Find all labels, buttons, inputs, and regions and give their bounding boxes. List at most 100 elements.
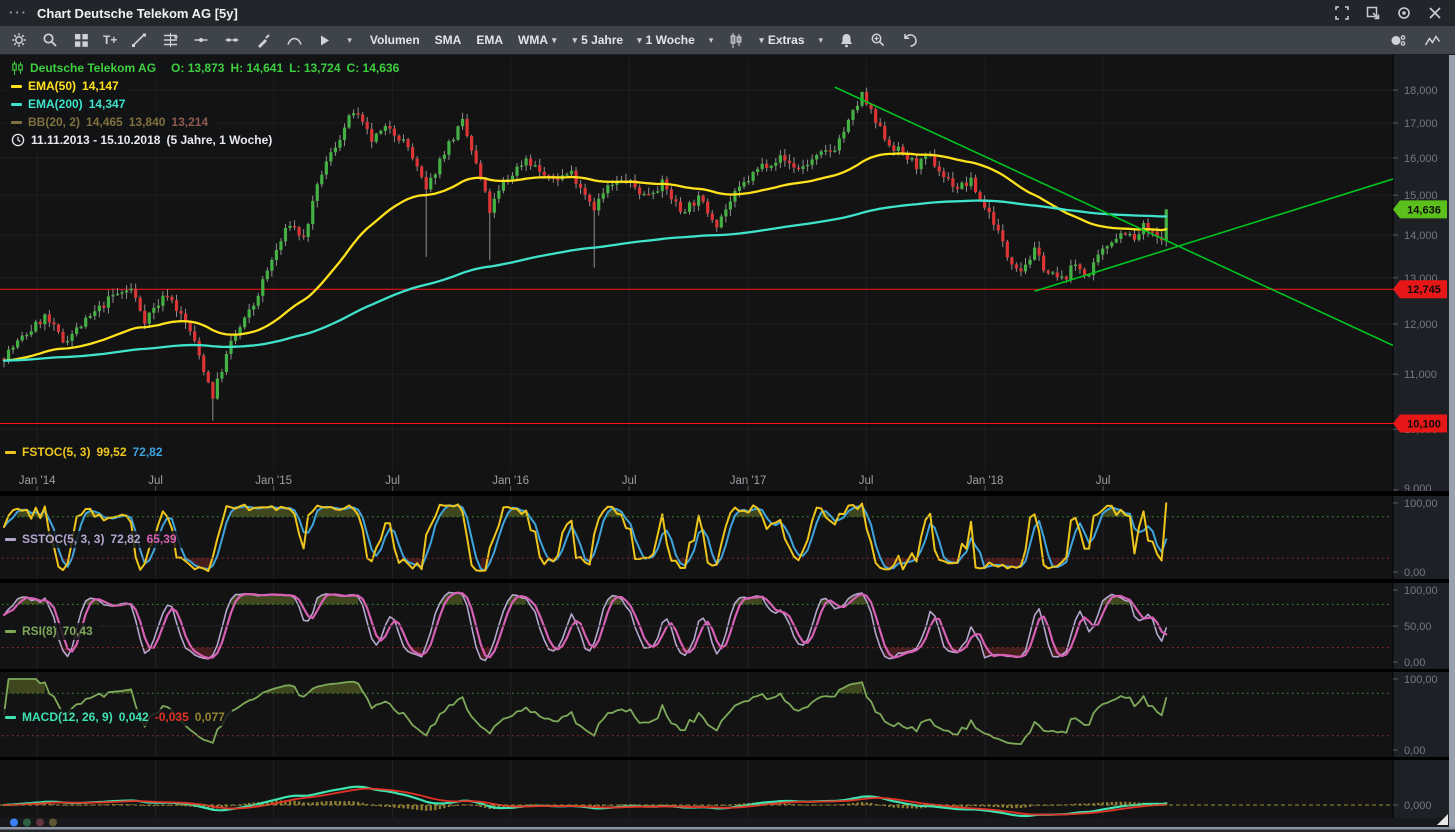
- open-value: 13,873: [187, 61, 225, 75]
- brush-tool-icon[interactable]: [254, 31, 272, 49]
- bb-lower-value: 13,214: [171, 115, 209, 129]
- svg-text:Jul: Jul: [148, 475, 163, 487]
- price-legend: Deutsche Telekom AG O: 13,873 H: 14,641 …: [6, 60, 407, 149]
- panel-dot-3[interactable]: [49, 818, 57, 827]
- svg-text:18,000: 18,000: [1404, 85, 1438, 97]
- alert-bell-icon[interactable]: [837, 31, 855, 49]
- candlestick-legend-icon: [12, 61, 23, 75]
- bubbles-mode-icon[interactable]: [1389, 31, 1407, 49]
- candlestick-style-icon[interactable]: [727, 31, 745, 49]
- svg-text:12,000: 12,000: [1404, 319, 1438, 331]
- svg-text:14,000: 14,000: [1404, 230, 1438, 242]
- ema200-label: EMA(200): [28, 97, 83, 111]
- window-menu-icon[interactable]: ···: [9, 4, 28, 20]
- svg-text:50,00: 50,00: [1404, 621, 1432, 633]
- panel-dot-0[interactable]: [10, 818, 18, 827]
- ema200-value: 14,347: [88, 97, 126, 111]
- fibonacci-tool-icon[interactable]: [161, 31, 179, 49]
- svg-text:Jan '18: Jan '18: [967, 475, 1004, 487]
- cursor-mode-icon[interactable]: [316, 31, 334, 49]
- line-chart-mode-icon[interactable]: [1423, 31, 1441, 49]
- fstoc-k-value: 99,52: [96, 445, 127, 459]
- toolbar: T+ ▾ Volumen SMA EMA WMA ▾ ▾ 5 Jah: [0, 26, 1455, 55]
- ema-button[interactable]: EMA: [476, 33, 503, 47]
- arc-tool-icon[interactable]: [285, 31, 303, 49]
- rsi-legend: RSI(8) 70,43: [0, 623, 100, 640]
- title-bar: ··· Chart Deutsche Telekom AG [5y]: [0, 0, 1455, 26]
- bb-upper-value: 14,465: [86, 115, 123, 129]
- svg-text:15,000: 15,000: [1404, 190, 1438, 202]
- extras-menu[interactable]: ▾ Extras: [759, 33, 805, 47]
- fstoc-legend: FSTOC(5, 3) 99,52 72,82: [0, 444, 170, 461]
- sstoc-legend-icon: [5, 537, 16, 541]
- svg-text:100,00: 100,00: [1404, 498, 1438, 510]
- interval-select[interactable]: ▾ 1 Woche: [637, 33, 695, 47]
- period-caret-icon: ▾: [572, 34, 578, 45]
- panel-dot-1[interactable]: [23, 818, 31, 827]
- macd-legend-icon: [5, 715, 16, 719]
- chart-canvas[interactable]: 18,00017,00016,00015,00014,00013,00012,0…: [0, 55, 1455, 832]
- ema50-legend-icon: [11, 84, 22, 88]
- sstoc-d-value: 65,39: [146, 532, 177, 546]
- record-icon[interactable]: [1396, 5, 1412, 21]
- wma-button[interactable]: WMA ▾: [518, 33, 557, 47]
- sstoc-label: SSTOC(5, 3, 3): [22, 532, 105, 546]
- svg-text:Jul: Jul: [1096, 475, 1111, 487]
- resize-handle[interactable]: [1437, 814, 1448, 825]
- close-icon[interactable]: [1427, 5, 1443, 21]
- rsi-value: 70,43: [62, 624, 93, 638]
- layout-grid-icon[interactable]: [72, 31, 90, 49]
- macd-signal-value: -0,035: [154, 710, 189, 724]
- wma-caret-icon: ▾: [552, 34, 557, 45]
- zoom-in-icon[interactable]: [869, 31, 887, 49]
- settings-gear-icon[interactable]: [10, 31, 28, 49]
- svg-text:16,000: 16,000: [1404, 153, 1438, 165]
- ray-line-tool-icon[interactable]: [223, 31, 241, 49]
- symbol-name: Deutsche Telekom AG: [30, 61, 157, 75]
- svg-text:Jan '16: Jan '16: [492, 475, 529, 487]
- period-select[interactable]: ▾ 5 Jahre: [572, 33, 624, 47]
- svg-text:Jan '14: Jan '14: [19, 475, 56, 487]
- panel-dot-2[interactable]: [36, 818, 44, 827]
- text-tool-icon[interactable]: T+: [103, 33, 118, 47]
- sstoc-k-value: 72,82: [110, 532, 141, 546]
- date-range: 11.11.2013 - 15.10.2018: [31, 133, 161, 147]
- extras-caret-icon: ▾: [759, 34, 764, 45]
- macd-label: MACD(12, 26, 9): [22, 710, 113, 724]
- svg-text:11,000: 11,000: [1404, 369, 1437, 381]
- horizontal-line-tool-icon[interactable]: [192, 31, 210, 49]
- svg-text:Jul: Jul: [385, 475, 400, 487]
- low-value: 13,724: [303, 61, 341, 75]
- svg-text:Jan '15: Jan '15: [255, 475, 292, 487]
- fullscreen-icon[interactable]: [1334, 5, 1350, 21]
- trendline-tool-icon[interactable]: [130, 31, 148, 49]
- macd-hist-value: 0,077: [194, 710, 225, 724]
- rsi-legend-icon: [5, 629, 16, 633]
- chart-style-caret-icon[interactable]: ▾: [708, 34, 714, 45]
- fstoc-d-value: 72,82: [132, 445, 163, 459]
- popout-icon[interactable]: [1365, 5, 1381, 21]
- undo-icon[interactable]: [901, 31, 919, 49]
- svg-text:0,00: 0,00: [1404, 745, 1425, 757]
- volumen-button[interactable]: Volumen: [369, 33, 420, 47]
- chart-area: 18,000 17,000 16,000 15,000 14,000 13,000 12,0…: [0, 55, 1455, 832]
- rsi-label: RSI(8): [22, 624, 57, 638]
- cursor-mode-caret-icon[interactable]: ▾: [347, 34, 352, 45]
- ema50-label: EMA(50): [28, 79, 77, 93]
- svg-text:0,00: 0,00: [1404, 657, 1425, 669]
- svg-text:0,000: 0,000: [1404, 800, 1432, 812]
- svg-text:Jul: Jul: [622, 475, 637, 487]
- sma-button[interactable]: SMA: [434, 33, 462, 47]
- more-caret-icon[interactable]: ▾: [818, 34, 824, 45]
- svg-text:12,745: 12,745: [1407, 284, 1441, 296]
- svg-text:Jul: Jul: [859, 475, 874, 487]
- search-icon[interactable]: [41, 31, 59, 49]
- macd-value: 0,042: [118, 710, 149, 724]
- svg-text:100,00: 100,00: [1404, 585, 1438, 597]
- sstoc-legend: SSTOC(5, 3, 3) 72,82 65,39: [0, 531, 184, 548]
- fstoc-legend-icon: [5, 450, 16, 454]
- window-title: Chart Deutsche Telekom AG [5y]: [37, 5, 238, 21]
- svg-text:10,100: 10,100: [1407, 418, 1441, 430]
- svg-text:0,00: 0,00: [1404, 567, 1425, 579]
